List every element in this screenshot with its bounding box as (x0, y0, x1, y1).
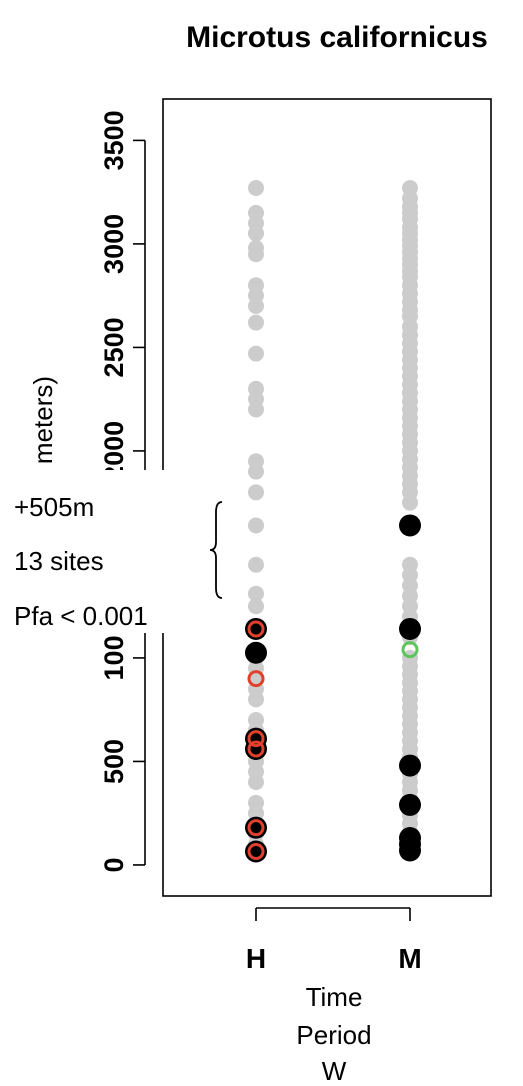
annotation-shift: +505m (14, 492, 95, 522)
x-axis-label: Time Period W (296, 982, 371, 1086)
point-H-all-5 (248, 246, 264, 263)
chart-title: Microtus californicus (186, 21, 488, 54)
annotation-box: +505m 13 sites Pfa < 0.001 (0, 470, 223, 633)
annotation-pvalue: Pfa < 0.001 (14, 601, 148, 631)
point-H-all-20 (248, 598, 264, 615)
point-H-all-9 (248, 314, 264, 331)
point-H-all-17 (248, 517, 264, 534)
point-H-change-5 (247, 842, 265, 860)
y-tick-label-3500: 3500 (99, 110, 129, 170)
point-H-change-0 (247, 620, 265, 638)
x-axis-label-line-2: Period (296, 1020, 371, 1050)
point-H-all-35 (248, 805, 264, 822)
point-H-all-13 (248, 401, 264, 418)
point-H-all-0 (248, 180, 264, 197)
plot-area (162, 98, 492, 897)
point-H-all-15 (248, 463, 264, 480)
point-H-change-4 (247, 819, 265, 837)
point-H-all-16 (248, 484, 264, 501)
point-H-all-26 (248, 691, 264, 708)
point-M-new-0 (401, 641, 419, 659)
y-tick-label-500: 500 (99, 739, 129, 784)
point-H-all-33 (248, 774, 264, 791)
point-H-all-8 (248, 298, 264, 315)
x-axis-label-line-1: Time (306, 982, 363, 1012)
point-M-occupied-2 (399, 754, 421, 777)
annotation-sites: 13 sites (14, 546, 104, 576)
point-M-occupied-6 (399, 839, 421, 862)
point-H-change-1 (247, 670, 265, 688)
point-H-all-3 (248, 225, 264, 242)
y-tick-label-1000: 100 (99, 635, 129, 680)
y-axis-label: meters) (28, 376, 58, 464)
x-tick-label-M: M (398, 943, 421, 974)
point-M-occupied-3 (399, 793, 421, 816)
point-H-all-19 (248, 585, 264, 602)
point-H-change-3 (247, 740, 265, 758)
point-M-occupied-1 (399, 617, 421, 640)
y-tick-label-0: 0 (99, 857, 129, 872)
y-tick-label-2500: 2500 (99, 317, 129, 377)
point-M-occupied-0 (399, 514, 421, 537)
point-H-all-10 (248, 345, 264, 362)
point-M-all-40 (402, 494, 418, 511)
x-tick-label-H: H (246, 943, 266, 974)
y-tick-label-3000: 3000 (99, 214, 129, 274)
point-H-change-2 (247, 730, 265, 748)
point-H-occupied-1 (245, 641, 267, 664)
x-axis-label-line-3: W (322, 1056, 347, 1086)
brace-icon (209, 501, 223, 599)
point-H-all-18 (248, 556, 264, 573)
